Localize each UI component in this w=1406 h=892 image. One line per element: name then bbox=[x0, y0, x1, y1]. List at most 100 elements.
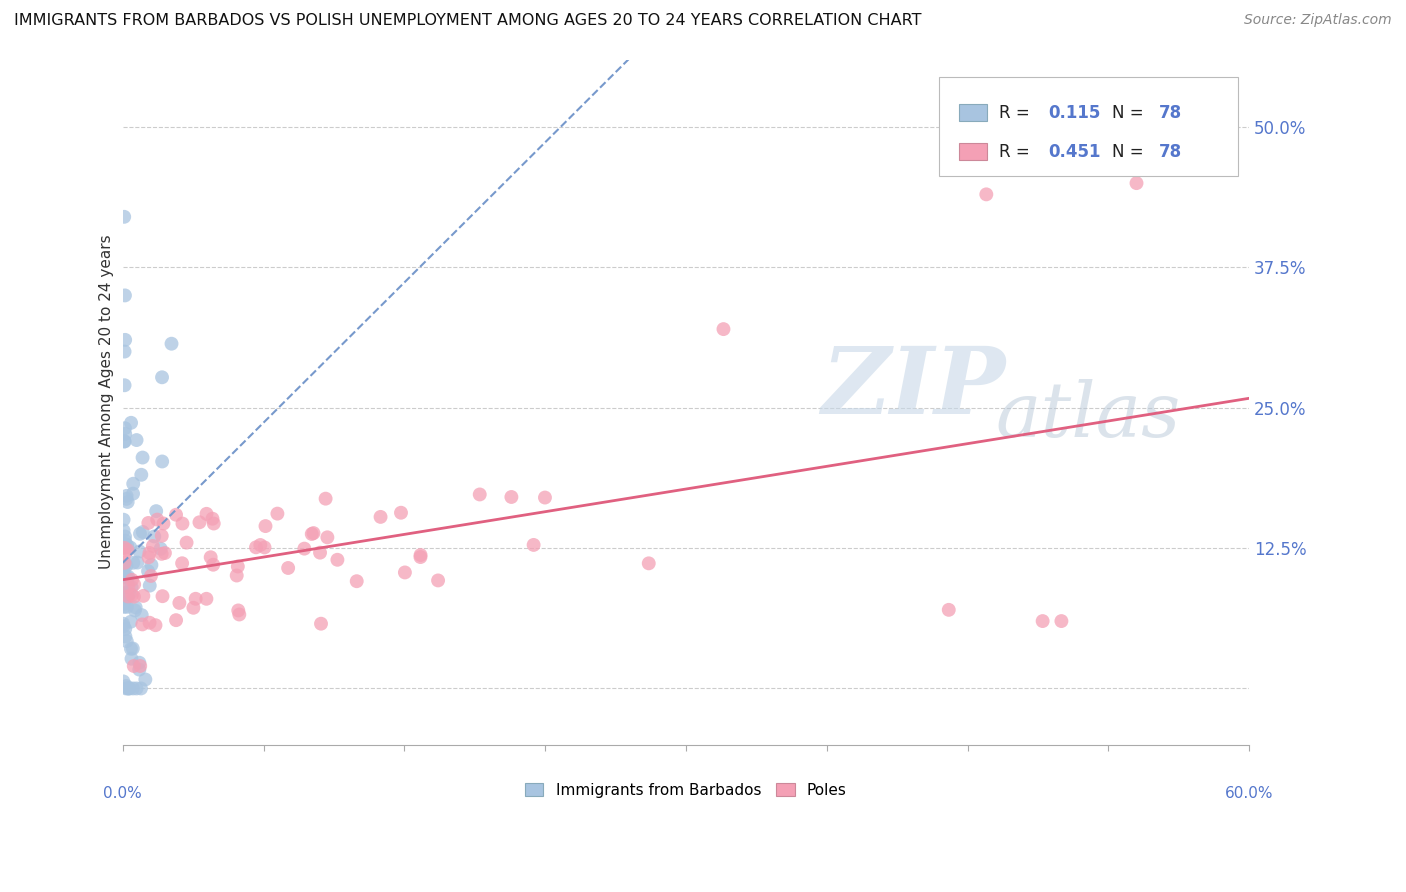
Point bbox=[115, 634, 138, 648]
Point bbox=[1050, 614, 1073, 628]
Point bbox=[534, 491, 557, 505]
Point bbox=[427, 574, 450, 588]
Point bbox=[112, 513, 135, 527]
Point bbox=[172, 556, 194, 570]
Point bbox=[129, 681, 152, 696]
Point bbox=[150, 454, 173, 468]
Point bbox=[202, 558, 225, 572]
Point bbox=[115, 538, 138, 552]
Point bbox=[120, 641, 142, 656]
Point bbox=[202, 516, 225, 531]
Text: R =: R = bbox=[1000, 143, 1035, 161]
Point bbox=[120, 541, 142, 555]
Point bbox=[131, 617, 153, 632]
Point bbox=[115, 681, 138, 696]
Text: 60.0%: 60.0% bbox=[1225, 786, 1274, 801]
Point bbox=[112, 674, 135, 689]
Point bbox=[523, 538, 546, 552]
Point bbox=[146, 512, 169, 526]
Point bbox=[176, 535, 198, 549]
Point bbox=[121, 641, 143, 656]
Point bbox=[315, 491, 337, 506]
Point bbox=[112, 524, 135, 538]
Point bbox=[249, 538, 271, 552]
Point bbox=[254, 519, 277, 533]
Point bbox=[145, 618, 167, 632]
Legend: Immigrants from Barbados, Poles: Immigrants from Barbados, Poles bbox=[517, 775, 855, 805]
Text: 78: 78 bbox=[1159, 143, 1182, 161]
Point bbox=[501, 490, 523, 504]
Point bbox=[131, 608, 153, 623]
Point bbox=[138, 546, 160, 560]
Point bbox=[122, 659, 145, 673]
Point bbox=[169, 596, 191, 610]
Point bbox=[122, 577, 145, 591]
Point bbox=[114, 547, 136, 561]
Point bbox=[112, 434, 135, 449]
Point bbox=[112, 619, 135, 633]
Point bbox=[114, 288, 136, 302]
Point bbox=[132, 524, 155, 539]
Point bbox=[1032, 614, 1054, 628]
Point bbox=[938, 603, 960, 617]
Point bbox=[131, 450, 153, 465]
Point bbox=[292, 541, 315, 556]
Point bbox=[129, 526, 152, 541]
Point bbox=[1125, 176, 1147, 190]
Point bbox=[124, 603, 146, 617]
Point bbox=[165, 508, 187, 522]
Point bbox=[132, 589, 155, 603]
Point bbox=[188, 516, 211, 530]
Text: atlas: atlas bbox=[995, 379, 1181, 453]
Point bbox=[165, 613, 187, 627]
Point bbox=[139, 569, 162, 583]
Point bbox=[114, 541, 136, 555]
Text: 0.0%: 0.0% bbox=[103, 786, 142, 801]
Point bbox=[172, 516, 194, 531]
Point bbox=[115, 491, 138, 506]
Point bbox=[309, 546, 332, 560]
Point bbox=[141, 558, 163, 572]
Point bbox=[468, 487, 491, 501]
Point bbox=[117, 570, 139, 584]
Point bbox=[120, 615, 142, 629]
Text: IMMIGRANTS FROM BARBADOS VS POLISH UNEMPLOYMENT AMONG AGES 20 TO 24 YEARS CORREL: IMMIGRANTS FROM BARBADOS VS POLISH UNEMP… bbox=[14, 13, 921, 29]
Point bbox=[266, 507, 288, 521]
Point bbox=[149, 541, 172, 556]
Point bbox=[114, 533, 136, 548]
Text: ZIP: ZIP bbox=[821, 343, 1005, 434]
Point bbox=[160, 336, 183, 351]
Point bbox=[138, 516, 160, 530]
Point bbox=[713, 322, 735, 336]
Point bbox=[143, 529, 166, 543]
Point bbox=[301, 527, 323, 541]
Point bbox=[226, 603, 249, 617]
Point bbox=[122, 486, 145, 500]
Point bbox=[302, 526, 325, 541]
Point bbox=[117, 580, 139, 594]
Point bbox=[128, 656, 150, 670]
Point bbox=[150, 547, 173, 561]
Point bbox=[122, 556, 145, 570]
Point bbox=[134, 673, 156, 687]
Point bbox=[114, 344, 136, 359]
Point bbox=[125, 433, 148, 447]
Point bbox=[394, 566, 416, 580]
Point bbox=[121, 588, 143, 602]
FancyBboxPatch shape bbox=[939, 77, 1237, 176]
Point bbox=[115, 558, 138, 573]
Point bbox=[115, 599, 138, 614]
Point bbox=[195, 591, 218, 606]
Point bbox=[409, 548, 432, 562]
Point bbox=[225, 568, 247, 582]
Point bbox=[112, 599, 135, 614]
Point bbox=[114, 378, 136, 392]
Text: R =: R = bbox=[1000, 104, 1035, 122]
Point bbox=[121, 573, 143, 587]
Point bbox=[138, 579, 160, 593]
Point bbox=[326, 553, 349, 567]
Point bbox=[389, 506, 412, 520]
Point bbox=[114, 537, 136, 551]
Point bbox=[117, 543, 139, 558]
Point bbox=[125, 681, 148, 696]
